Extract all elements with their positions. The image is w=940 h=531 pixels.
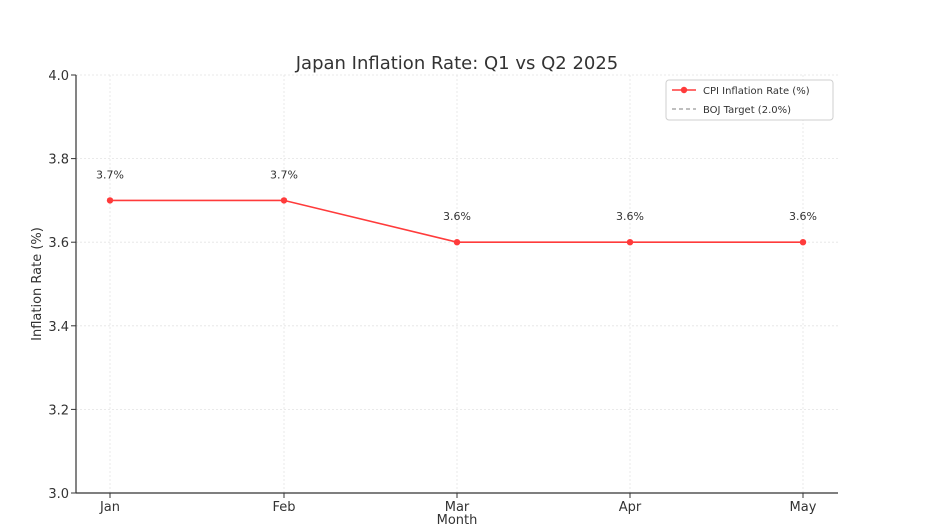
legend-box (665, 79, 834, 121)
legend-marker-cpi (680, 86, 688, 94)
x-axis-ticks: Jan Feb Mar Apr May (99, 493, 817, 515)
cpi-point (626, 239, 634, 246)
cpi-point (453, 239, 461, 246)
legend-label-cpi: CPI Inflation Rate (%) (703, 86, 810, 97)
series-cpi (106, 197, 807, 246)
x-tick-label: Jan (99, 500, 120, 515)
cpi-point (280, 197, 288, 204)
cpi-point (106, 197, 114, 204)
x-tick-label: Feb (272, 500, 295, 515)
y-tick-label: 4.0 (48, 69, 69, 84)
cpi-point (799, 239, 807, 246)
x-tick-label: May (790, 500, 817, 515)
data-label: 3.6% (789, 210, 817, 223)
data-label: 3.6% (616, 210, 644, 223)
data-label: 3.6% (443, 210, 471, 223)
y-axis-label: Inflation Rate (%) (30, 227, 45, 341)
grid-lines (76, 74, 838, 494)
data-label: 3.7% (96, 168, 124, 181)
x-axis-label: Month (437, 513, 478, 527)
y-tick-label: 3.0 (48, 487, 69, 502)
legend: CPI Inflation Rate (%) BOJ Target (2.0%) (665, 79, 834, 121)
y-axis-ticks: 3.0 3.2 3.4 3.6 3.8 4.0 (48, 69, 76, 502)
y-tick-label: 3.4 (48, 320, 69, 335)
y-tick-label: 3.6 (48, 236, 69, 251)
chart-title: Japan Inflation Rate: Q1 vs Q2 2025 (295, 53, 619, 74)
y-tick-label: 3.2 (48, 403, 69, 418)
data-label: 3.7% (270, 168, 298, 181)
x-tick-label: Mar (445, 500, 470, 515)
data-labels: 3.7% 3.7% 3.6% 3.6% 3.6% (96, 168, 817, 223)
legend-label-boj: BOJ Target (2.0%) (703, 105, 791, 116)
x-tick-label: Apr (619, 500, 642, 515)
y-tick-label: 3.8 (48, 153, 69, 168)
